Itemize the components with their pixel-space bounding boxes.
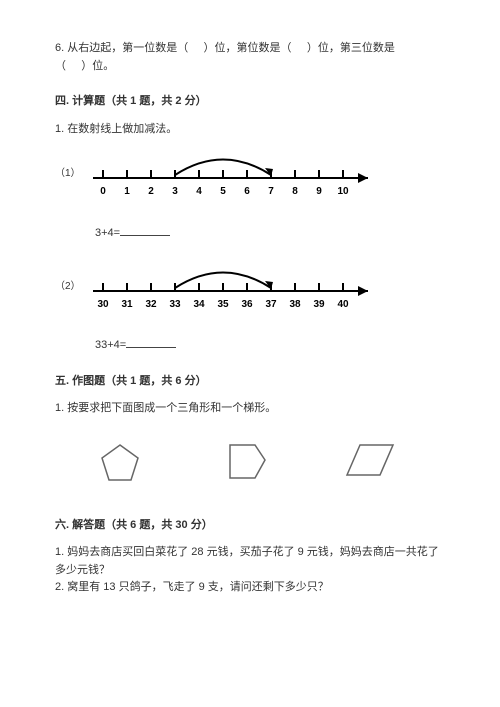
part2-label: （2） [55, 261, 85, 295]
svg-text:4: 4 [196, 186, 202, 197]
svg-text:0: 0 [100, 186, 106, 197]
numberline-2: 30 31 32 33 34 35 36 37 38 39 40 [88, 261, 388, 323]
eq1-blank [120, 224, 170, 236]
svg-text:37: 37 [266, 299, 278, 310]
shapes-row [55, 432, 445, 499]
numberline-2-block: （2） 30 31 32 33 34 35 36 37 38 39 40 [55, 261, 445, 323]
section-6-q2: 2. 窝里有 13 只鸽子，飞走了 9 支，请问还剩下多少只？ [55, 579, 445, 597]
svg-text:9: 9 [316, 186, 322, 197]
svg-text:35: 35 [218, 299, 230, 310]
eq1-lhs: 3+4= [95, 227, 120, 239]
numberline-1: 0 1 2 3 4 5 6 7 8 9 10 [88, 148, 388, 210]
section-4-title: 四. 计算题（共 1 题，共 2 分） [55, 93, 445, 111]
q6-text-b: ）位，第位数是（ [204, 42, 292, 54]
eq2-blank [126, 336, 176, 348]
svg-text:40: 40 [338, 299, 350, 310]
svg-text:34: 34 [194, 299, 206, 310]
q6-text-a: 6. 从右边起，第一位数是（ [55, 42, 188, 54]
svg-text:6: 6 [244, 186, 250, 197]
svg-text:38: 38 [290, 299, 302, 310]
svg-text:30: 30 [98, 299, 110, 310]
q6-text-e: ）位。 [81, 60, 114, 72]
svg-text:3: 3 [172, 186, 178, 197]
equation-2: 33+4= [95, 336, 445, 355]
svg-text:1: 1 [124, 186, 130, 197]
svg-text:32: 32 [146, 299, 158, 310]
numberline-1-block: （1） 0 1 2 3 4 5 6 7 8 9 10 [55, 148, 445, 210]
svg-text:33: 33 [170, 299, 182, 310]
q6-blank-2 [295, 42, 304, 54]
question-6: 6. 从右边起，第一位数是（ ）位，第位数是（ ）位，第三位数是 （ ）位。 [55, 40, 445, 75]
svg-text:39: 39 [314, 299, 326, 310]
section-6-title: 六. 解答题（共 6 题，共 30 分） [55, 517, 445, 535]
s6-q1-b: 多少元钱？ [55, 564, 110, 576]
equation-1: 3+4= [95, 224, 445, 243]
section-4-q1: 1. 在数射线上做加减法。 [55, 121, 445, 139]
svg-text:5: 5 [220, 186, 226, 197]
section-5-q1: 1. 按要求把下面图成一个三角形和一个梯形。 [55, 400, 445, 418]
svg-text:7: 7 [268, 186, 274, 197]
eq2-lhs: 33+4= [95, 339, 126, 351]
q6-blank-3 [69, 60, 78, 72]
svg-text:2: 2 [148, 186, 154, 197]
q6-text-c: ）位，第三位数是 [307, 42, 395, 54]
part1-label: （1） [55, 148, 85, 182]
svg-text:8: 8 [292, 186, 298, 197]
section-6-q1: 1. 妈妈去商店买回白菜花了 28 元钱，买茄子花了 9 元钱，妈妈去商店一共花… [55, 544, 445, 579]
s6-q1-a: 1. 妈妈去商店买回白菜花了 28 元钱，买茄子花了 9 元钱，妈妈去商店一共花… [55, 546, 439, 558]
q6-text-d: （ [55, 60, 66, 72]
section-5-title: 五. 作图题（共 1 题，共 6 分） [55, 373, 445, 391]
svg-text:10: 10 [338, 186, 350, 197]
q6-blank-1 [191, 42, 200, 54]
svg-text:36: 36 [242, 299, 254, 310]
svg-text:31: 31 [122, 299, 134, 310]
